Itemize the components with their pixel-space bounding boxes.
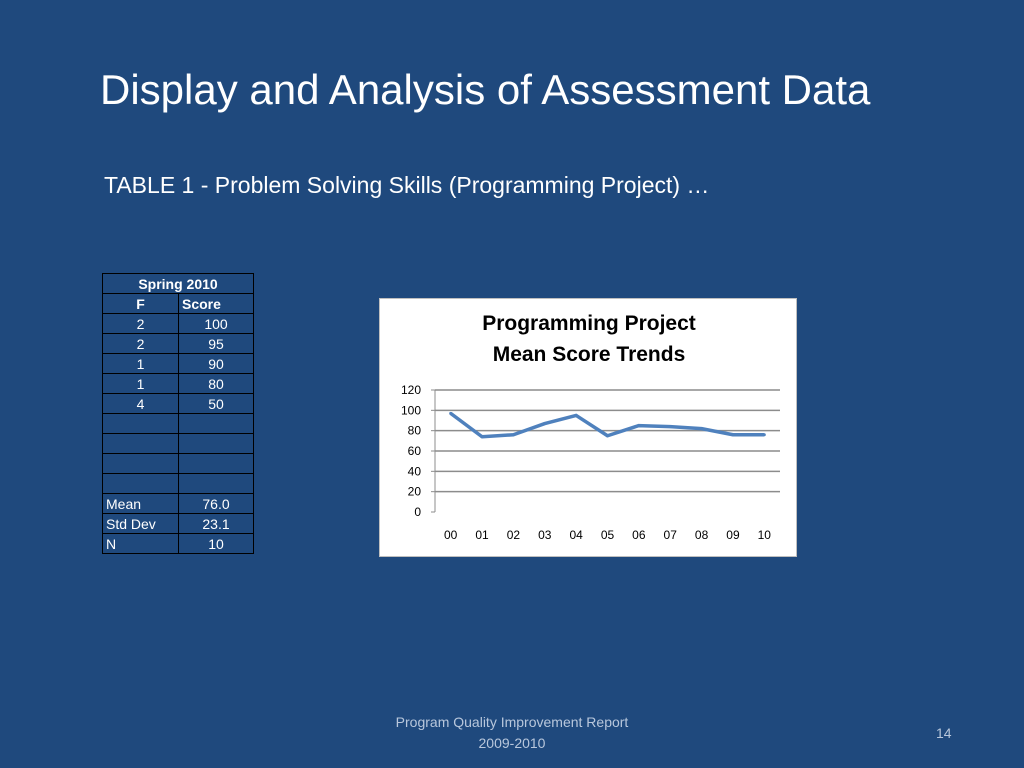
footer-line1: Program Quality Improvement Report xyxy=(395,714,629,730)
stat-label: Std Dev xyxy=(102,513,179,534)
cell-f xyxy=(102,413,179,434)
x-tick-label: 04 xyxy=(569,528,583,542)
table-row: 2 100 xyxy=(102,313,254,334)
x-tick-label: 01 xyxy=(475,528,489,542)
page-number: 14 xyxy=(936,725,952,741)
chart-plot-area: 0 20 40 60 80 100 120 00 01 02 03 04 05 06 07 08 09 10 xyxy=(401,383,780,542)
data-point xyxy=(511,433,515,437)
x-tick-label: 06 xyxy=(632,528,646,542)
cell-score: 100 xyxy=(178,313,254,334)
data-point xyxy=(480,435,484,439)
table-row: 1 90 xyxy=(102,353,254,374)
data-point xyxy=(668,425,672,429)
table-header-row: Spring 2010 xyxy=(102,273,254,294)
table-row xyxy=(102,433,254,454)
cell-f: 2 xyxy=(102,333,179,354)
table-column-header-row: F Score xyxy=(102,293,254,314)
cell-score xyxy=(178,413,254,434)
score-table: Spring 2010 F Score 2 100 2 95 1 90 1 80… xyxy=(102,273,254,554)
cell-f xyxy=(102,433,179,454)
x-tick-label: 00 xyxy=(444,528,458,542)
table-row xyxy=(102,413,254,434)
cell-f xyxy=(102,453,179,474)
cell-f xyxy=(102,473,179,494)
slide-subtitle: TABLE 1 - Problem Solving Skills (Progra… xyxy=(104,172,710,198)
footer: Program Quality Improvement Report 2009-… xyxy=(362,712,662,754)
y-tick-label: 40 xyxy=(408,464,422,478)
cell-score xyxy=(178,473,254,494)
chart-title-line1: Programming Project xyxy=(482,312,696,335)
table-row xyxy=(102,453,254,474)
cell-f: 2 xyxy=(102,313,179,334)
y-tick-label: 20 xyxy=(408,485,422,499)
cell-score: 95 xyxy=(178,333,254,354)
y-tick-label: 80 xyxy=(408,424,422,438)
x-tick-label: 02 xyxy=(507,528,521,542)
table-header: Spring 2010 xyxy=(102,273,254,294)
cell-score xyxy=(178,453,254,474)
table-row xyxy=(102,473,254,494)
cell-f: 4 xyxy=(102,393,179,414)
table-row: 4 50 xyxy=(102,393,254,414)
stats-row-mean: Mean 76.0 xyxy=(102,493,254,514)
x-tick-label: 09 xyxy=(726,528,740,542)
cell-score: 90 xyxy=(178,353,254,374)
data-point xyxy=(574,413,578,417)
column-header-score: Score xyxy=(178,293,254,314)
series-line xyxy=(449,411,765,439)
table-row: 2 95 xyxy=(102,333,254,354)
cell-score: 80 xyxy=(178,373,254,394)
data-point xyxy=(731,433,735,437)
y-tick-label: 60 xyxy=(408,444,422,458)
stat-label: Mean xyxy=(102,493,179,514)
cell-score: 50 xyxy=(178,393,254,414)
cell-f: 1 xyxy=(102,353,179,374)
data-point xyxy=(637,424,641,428)
y-tick-label: 0 xyxy=(414,505,421,519)
stats-row-std-dev: Std Dev 23.1 xyxy=(102,513,254,534)
cell-f: 1 xyxy=(102,373,179,394)
table-row: 1 80 xyxy=(102,373,254,394)
x-tick-label: 08 xyxy=(695,528,709,542)
cell-score xyxy=(178,433,254,454)
data-point xyxy=(700,427,704,431)
stat-value: 23.1 xyxy=(178,513,254,534)
slide-title: Display and Analysis of Assessment Data xyxy=(100,66,871,113)
x-tick-label: 07 xyxy=(664,528,678,542)
data-point xyxy=(606,434,609,438)
chart-title-line2: Mean Score Trends xyxy=(492,343,686,366)
stats-row-n: N 10 xyxy=(102,533,254,554)
stat-value: 76.0 xyxy=(178,493,254,514)
x-tick-label: 05 xyxy=(601,528,615,542)
data-point xyxy=(762,433,766,437)
column-header-f: F xyxy=(102,293,179,314)
x-tick-label: 10 xyxy=(758,528,772,542)
data-point xyxy=(543,422,547,426)
y-tick-label: 100 xyxy=(401,403,421,417)
y-tick-label: 120 xyxy=(401,383,421,397)
footer-line2: 2009-2010 xyxy=(478,735,546,751)
stat-label: N xyxy=(102,533,179,554)
x-tick-label: 03 xyxy=(538,528,552,542)
stat-value: 10 xyxy=(178,533,254,554)
data-point xyxy=(449,411,453,415)
